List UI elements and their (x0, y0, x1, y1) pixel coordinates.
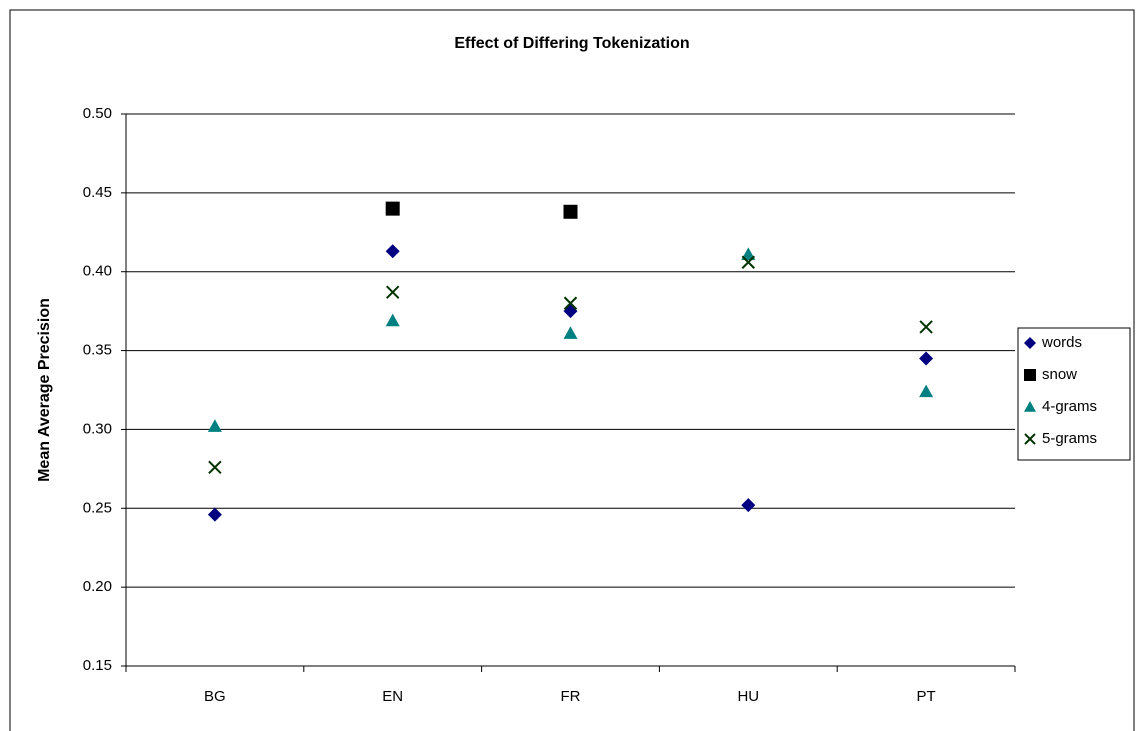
legend-label: 4-grams (1042, 398, 1097, 415)
x-tick-label: HU (737, 688, 759, 705)
marker-triangle (919, 384, 934, 398)
y-tick-label: 0.40 (83, 263, 112, 280)
legend-label: 5-grams (1042, 430, 1097, 447)
x-tick-label: BG (204, 688, 226, 705)
marker-diamond (741, 498, 756, 513)
marker-x (208, 460, 222, 474)
y-tick-label: 0.50 (83, 105, 112, 122)
chart-title: Effect of Differing Tokenization (454, 35, 689, 52)
marker-x (563, 296, 578, 310)
marker-x (919, 320, 933, 334)
legend-box (1017, 327, 1131, 461)
marker-triangle (741, 247, 756, 260)
marker-triangle (385, 313, 400, 327)
x-tick-label: FR (561, 688, 581, 705)
marker-x (1024, 433, 1036, 445)
marker-square (385, 201, 400, 216)
legend-label: words (1041, 334, 1082, 351)
marker-x (741, 255, 756, 269)
chart-frame (9, 9, 1135, 731)
y-tick-label: 0.20 (83, 578, 112, 595)
marker-square (563, 204, 578, 219)
x-tick-label: EN (382, 688, 403, 705)
marker-diamond (1024, 337, 1036, 349)
y-tick-label: 0.30 (83, 420, 112, 437)
y-tick-label: 0.35 (83, 342, 112, 359)
marker-diamond (919, 351, 934, 366)
y-tick-label: 0.15 (83, 657, 112, 674)
y-tick-label: 0.25 (83, 499, 112, 516)
marker-triangle (563, 326, 578, 339)
marker-diamond (385, 244, 400, 259)
marker-diamond (207, 507, 222, 522)
x-tick-label: PT (917, 688, 936, 705)
y-axis-label: Mean Average Precision (36, 298, 53, 482)
marker-square (1024, 369, 1036, 381)
marker-triangle (207, 419, 222, 432)
marker-triangle (1024, 401, 1036, 412)
legend-label: snow (1042, 366, 1077, 383)
y-tick-label: 0.45 (83, 184, 112, 201)
marker-x (385, 285, 400, 299)
